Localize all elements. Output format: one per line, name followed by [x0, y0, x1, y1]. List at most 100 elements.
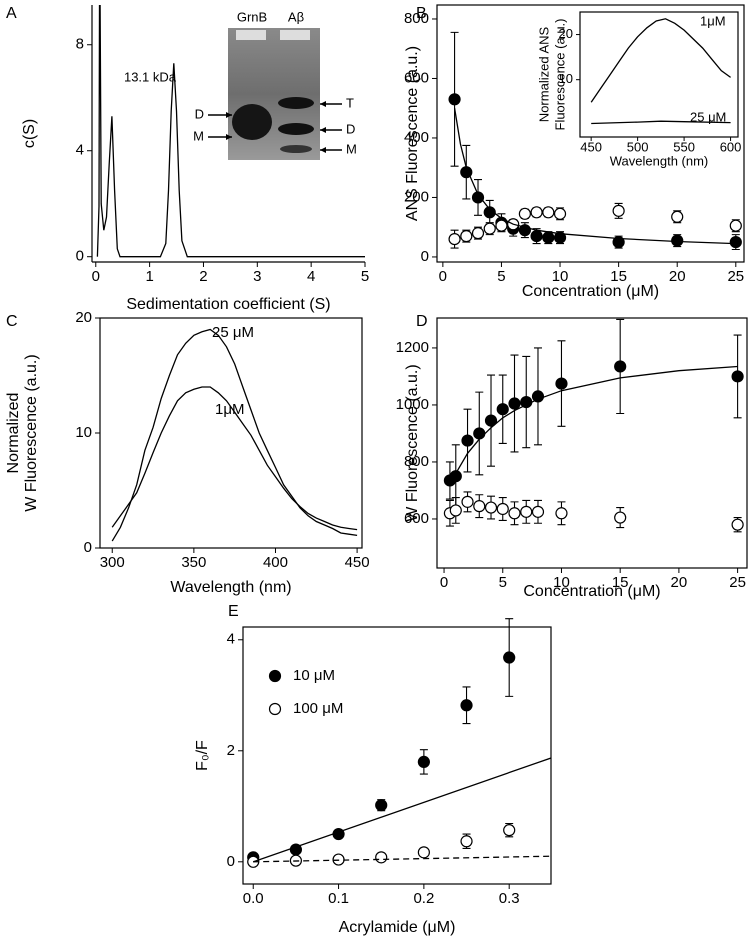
x-tick-label: 5 [497, 268, 505, 285]
y-tick-label: 4 [227, 631, 235, 648]
chart-panel: 0.0 0.1 0.2 0.3 0 2 4 Acrylamide (μM) F₀/F E 10 μM… [194, 603, 552, 936]
data-point [473, 500, 486, 513]
y-tick-label: 20 [75, 309, 92, 326]
data-point [731, 370, 744, 383]
plot-frame [242, 626, 552, 885]
data-point [471, 227, 485, 240]
annotation: 13.1 kDa [124, 69, 177, 84]
legend-marker [268, 702, 282, 716]
y-axis-label: F₀/F [194, 740, 211, 771]
gel-well [280, 30, 310, 40]
x-tick-label: 15 [612, 574, 629, 591]
x-tick-label: 0.0 [243, 890, 264, 907]
data-point [448, 232, 461, 246]
y-tick-label: 0 [76, 248, 84, 265]
gel-band [280, 145, 312, 153]
x-axis-label: Concentration (μM) [523, 583, 660, 600]
series-label: 1μM [215, 401, 244, 418]
data-point [484, 414, 498, 427]
data-point [614, 360, 627, 373]
y-axis-label: W Fluorescence (a.u.) [23, 354, 40, 511]
gel-lane-label: Aβ [288, 9, 304, 24]
x-tick-label: 400 [263, 554, 288, 571]
y-tick-label: 1200 [396, 339, 429, 356]
data-point [508, 397, 521, 410]
plot-frame [436, 4, 745, 263]
x-tick-label: 4 [307, 268, 315, 285]
data-point [729, 219, 742, 232]
legend-label: 100 μM [293, 700, 343, 717]
x-axis-label: Concentration (μM) [522, 283, 659, 300]
line-series [111, 328, 358, 542]
gel-band [232, 104, 272, 140]
data-point [417, 846, 430, 859]
x-tick-label: 0.3 [499, 890, 520, 907]
line-series [252, 757, 551, 863]
gel-marker: T [346, 95, 354, 110]
x-tick-label: 550 [673, 139, 695, 154]
data-point [461, 434, 474, 447]
data-point [448, 93, 461, 106]
x-tick-label: 600 [720, 139, 742, 154]
gel-lane-label: GrnB [237, 9, 267, 24]
line-series [96, 5, 365, 258]
x-tick-label: 0.2 [413, 890, 434, 907]
x-tick-label: 2 [199, 268, 207, 285]
x-tick-label: 0.1 [328, 890, 349, 907]
data-point [496, 403, 509, 416]
data-point [553, 231, 567, 244]
y-axis-label: ANS Fluorescence (a.u.) [404, 46, 421, 221]
inset-background [580, 12, 738, 137]
y-tick-label: 2 [227, 742, 235, 759]
gel-marker: M [346, 141, 357, 156]
data-point [542, 206, 555, 219]
gel-band [278, 97, 314, 109]
data-point [555, 507, 568, 520]
panel-label: C [6, 313, 18, 330]
legend-marker [268, 669, 282, 683]
data-point [508, 507, 521, 520]
data-point [542, 231, 555, 244]
plot-frame [99, 317, 363, 549]
x-tick-label: 1 [145, 268, 153, 285]
x-tick-label: 0 [92, 268, 100, 285]
x-axis-label: Acrylamide (μM) [339, 919, 456, 936]
y-tick-label: 600 [404, 510, 429, 527]
y-axis-label: c(S) [21, 119, 38, 148]
gel-background [228, 28, 320, 160]
data-point [555, 377, 568, 390]
x-tick-label: 25 [729, 574, 746, 591]
plot-frame [579, 11, 739, 138]
x-axis-label: Sedimentation coefficient (S) [126, 296, 330, 313]
data-point [518, 207, 531, 220]
data-point [530, 230, 543, 243]
data-point [449, 504, 462, 517]
y-tick-label: 20 [559, 26, 573, 41]
chart-panel: 0 5 10 15 20 25 600 800 1000 1200 Concentration (μ… [396, 313, 748, 600]
data-point [503, 651, 516, 664]
gel-image: GrnB Aβ D M T D M [193, 9, 357, 160]
data-point [612, 235, 625, 249]
x-tick-label: 5 [361, 268, 369, 285]
data-point [375, 799, 388, 812]
data-point [520, 505, 533, 518]
gel-band [278, 123, 314, 135]
line-series [453, 108, 736, 245]
legend-label: 10 μM [293, 667, 335, 684]
series-label: 25 μM [212, 324, 254, 341]
data-point [531, 390, 545, 403]
series-label: 25 μM [690, 109, 726, 124]
data-point [417, 755, 430, 768]
data-point [495, 219, 508, 232]
x-tick-label: 5 [499, 574, 507, 591]
y-axis-label: Normalized ANS [536, 26, 551, 122]
line-series [111, 386, 358, 531]
series-label: 1μM [700, 13, 726, 28]
data-point [484, 501, 498, 514]
data-point [729, 235, 742, 249]
data-point [671, 234, 684, 247]
gel-well [236, 30, 266, 40]
y-tick-label: 400 [404, 129, 429, 146]
panel-label: D [416, 313, 428, 330]
